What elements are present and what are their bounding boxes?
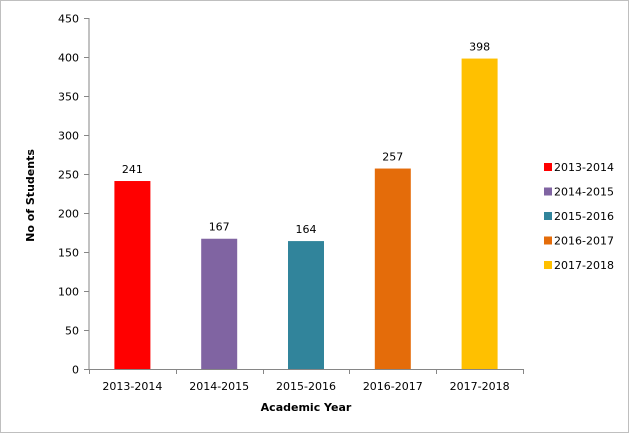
y-tick-label: 50	[65, 325, 79, 338]
y-tick-label: 250	[58, 169, 79, 182]
y-tick-label: 0	[72, 364, 79, 377]
bar	[288, 241, 324, 369]
x-axis-title: Academic Year	[261, 401, 352, 414]
x-axis: 2013-2014 2014-2015 2015-2016 2016-2017 2017…	[89, 369, 524, 393]
bar-value-label: 241	[122, 163, 143, 176]
y-tick-label: 450	[58, 13, 79, 26]
x-tick-label: 2013-2014	[102, 380, 162, 393]
y-tick-label: 400	[58, 52, 79, 65]
legend-swatch	[544, 212, 552, 220]
legend-label: 2014-2015	[554, 186, 614, 199]
legend-label: 2015-2016	[554, 210, 614, 223]
legend-swatch	[544, 187, 552, 196]
legend-swatch	[544, 261, 552, 269]
y-tick-label: 300	[58, 130, 79, 143]
bar-value-label: 257	[382, 151, 403, 164]
legend-swatch	[544, 163, 552, 171]
legend-label: 2013-2014	[554, 161, 614, 174]
legend-label: 2016-2017	[554, 235, 614, 248]
y-axis-title: No of Students	[24, 149, 37, 242]
bar	[461, 58, 498, 370]
y-tick-label: 150	[58, 247, 79, 260]
bar-value-label: 167	[209, 221, 230, 234]
x-tick-label: 2017-2018	[450, 380, 510, 393]
x-tick-label: 2014-2015	[189, 380, 249, 393]
y-tick-label: 350	[58, 91, 79, 104]
legend-swatch	[544, 236, 552, 245]
bars: 241 167 164 257 398	[114, 41, 498, 370]
x-tick-label: 2016-2017	[363, 380, 423, 393]
y-tick-label: 100	[58, 286, 79, 299]
y-axis: 0 50 100 150 200 250 300 350 400 450	[58, 13, 90, 377]
bar	[114, 181, 151, 369]
x-tick-label: 2015-2016	[276, 380, 336, 393]
bar-value-label: 164	[296, 223, 317, 236]
y-tick-label: 200	[58, 208, 79, 221]
bar	[374, 168, 411, 369]
legend: 2013-2014 2014-2015 2015-2016 2016-2017 2017…	[544, 161, 614, 272]
bar	[201, 238, 238, 369]
legend-label: 2017-2018	[554, 259, 614, 272]
bar-value-label: 398	[469, 41, 490, 54]
